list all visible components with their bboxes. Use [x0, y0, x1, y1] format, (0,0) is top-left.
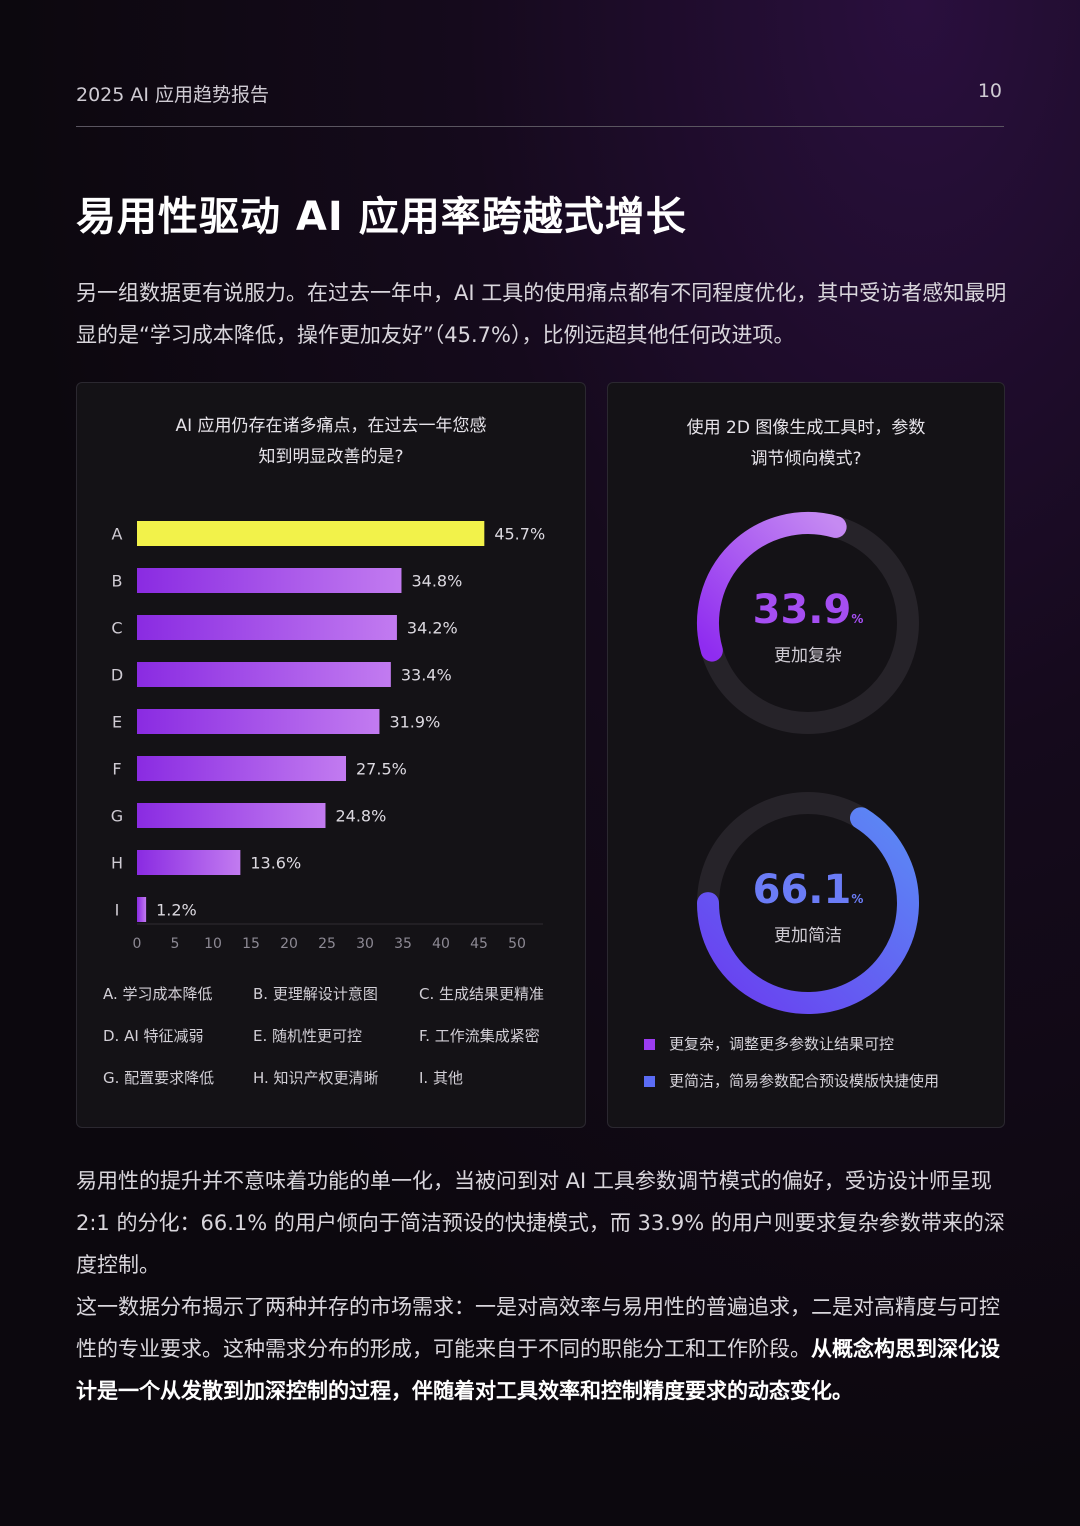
legend-item: I. 其他 — [419, 1069, 463, 1087]
donut-complex-svg — [697, 512, 919, 734]
bar-chart-title-line2: 知到明显改善的是? — [258, 447, 404, 467]
legend-label-simple: 更简洁，简易参数配合预设模版快捷使用 — [669, 1072, 940, 1090]
donut-simple-svg — [697, 792, 919, 1014]
x-tick-label: 30 — [356, 936, 374, 952]
data-label: 1.2% — [156, 901, 197, 920]
x-tick-label: 15 — [242, 936, 260, 952]
data-label: 34.8% — [411, 572, 462, 591]
bar — [137, 897, 147, 922]
donut-simple-arc — [697, 807, 919, 1014]
category-label: D — [111, 666, 123, 685]
legend-item: A. 学习成本降低 — [103, 985, 213, 1003]
bar — [137, 709, 380, 734]
legend-item: F. 工作流集成紧密 — [419, 1027, 540, 1045]
category-label: E — [112, 713, 122, 732]
donut-chart-title-line1: 使用 2D 图像生成工具时，参数 — [686, 418, 926, 438]
donut-complex-arc — [697, 512, 847, 662]
legend-label-complex: 更复杂，调整更多参数让结果可控 — [669, 1035, 895, 1053]
bar — [137, 850, 241, 875]
x-tick-label: 0 — [133, 936, 142, 952]
donut-complex-label: 更加复杂 — [774, 646, 842, 666]
donut-simple-value: 66.1% — [692, 867, 924, 913]
page-number: 10 — [977, 80, 1002, 102]
category-label: A — [112, 525, 123, 544]
x-tick-label: 20 — [280, 936, 298, 952]
legend-item: E. 随机性更可控 — [253, 1027, 363, 1045]
donut-legend-complex: 更复杂，调整更多参数让结果可控 — [644, 1033, 894, 1054]
x-tick-label: 10 — [204, 936, 222, 952]
bar — [137, 568, 402, 593]
data-label: 24.8% — [335, 807, 386, 826]
category-label: I — [115, 901, 120, 920]
legend-item: H. 知识产权更清晰 — [253, 1069, 379, 1087]
body-paragraph-2-normal: 这一数据分布揭示了两种并存的市场需求：一是对高效率与易用性的普遍追求，二是对高精… — [76, 1295, 1000, 1361]
x-tick-label: 25 — [318, 936, 336, 952]
legend-item: B. 更理解设计意图 — [253, 985, 378, 1003]
donut-chart-title: 使用 2D 图像生成工具时，参数 调节倾向模式? — [608, 413, 1004, 475]
body-paragraph-2: 这一数据分布揭示了两种并存的市场需求：一是对高效率与易用性的普遍追求，二是对高精… — [76, 1286, 1008, 1412]
bar-chart-title-line1: AI 应用仍存在诸多痛点，在过去一年您感 — [175, 416, 487, 436]
report-name: 2025 AI 应用趋势报告 — [76, 84, 270, 106]
category-label: B — [112, 572, 123, 591]
donut-simple: 66.1% 更加简洁 — [692, 787, 924, 1019]
legend-item: D. AI 特征减弱 — [103, 1027, 204, 1045]
legend-swatch-complex — [644, 1039, 655, 1050]
donut-chart-card: 使用 2D 图像生成工具时，参数 调节倾向模式? 33.9% 更加复杂 — [607, 382, 1005, 1128]
bar — [137, 662, 391, 687]
body-paragraph-2-bold: 从概念构思到深化设计是一个从发散到加深控制的过程，伴随着对工具效率和控制精度要求… — [76, 1337, 1000, 1403]
bar — [137, 803, 326, 828]
category-label: F — [112, 760, 121, 779]
category-label: G — [111, 807, 123, 826]
category-label: C — [111, 619, 122, 638]
legend-item: C. 生成结果更精准 — [419, 985, 545, 1003]
data-label: 13.6% — [250, 854, 301, 873]
intro-paragraph: 另一组数据更有说服力。在过去一年中，AI 工具的使用痛点都有不同程度优化，其中受… — [76, 281, 1007, 347]
data-label: 33.4% — [401, 666, 452, 685]
x-tick-label: 40 — [432, 936, 450, 952]
legend-item: G. 配置要求降低 — [103, 1069, 215, 1087]
x-tick-label: 50 — [508, 936, 526, 952]
x-tick-label: 35 — [394, 936, 412, 952]
bar — [137, 615, 397, 640]
data-label: 27.5% — [356, 760, 407, 779]
body-text: 易用性的提升并不意味着功能的单一化，当被问到对 AI 工具参数调节模式的偏好，受… — [76, 1160, 1008, 1412]
donut-chart-title-line2: 调节倾向模式? — [750, 449, 862, 469]
donut-complex-value-number: 33.9 — [752, 587, 852, 633]
bar-chart: A 45.7% B 34.8% C 34.2% D 33.4% E 31.9% F 27.5% G 24.… — [111, 521, 545, 952]
data-label: 31.9% — [389, 713, 440, 732]
legend-swatch-simple — [644, 1076, 655, 1087]
donut-simple-unit: % — [851, 892, 864, 906]
donut-complex-value: 33.9% — [692, 587, 924, 633]
donut-simple-label: 更加简洁 — [774, 926, 842, 946]
x-tick-label: 45 — [470, 936, 488, 952]
category-label: H — [111, 854, 123, 873]
bar — [137, 756, 346, 781]
x-tick-label: 5 — [171, 936, 180, 952]
body-paragraph-1: 易用性的提升并不意味着功能的单一化，当被问到对 AI 工具参数调节模式的偏好，受… — [76, 1169, 1005, 1277]
donut-complex-unit: % — [851, 612, 864, 626]
page-header: 2025 AI 应用趋势报告 10 — [76, 78, 1004, 127]
donut-complex: 33.9% 更加复杂 — [692, 507, 924, 739]
donut-legend-simple: 更简洁，简易参数配合预设模版快捷使用 — [644, 1070, 939, 1091]
bar — [137, 521, 485, 546]
donut-simple-value-number: 66.1 — [752, 867, 852, 913]
bar-chart-title: AI 应用仍存在诸多痛点，在过去一年您感 知到明显改善的是? — [77, 411, 585, 473]
data-label: 34.2% — [407, 619, 458, 638]
data-label: 45.7% — [494, 525, 545, 544]
bar-chart-card: AI 应用仍存在诸多痛点，在过去一年您感 知到明显改善的是? A 45.7% B 34… — [76, 382, 586, 1128]
page-title: 易用性驱动 AI 应用率跨越式增长 — [76, 194, 687, 240]
